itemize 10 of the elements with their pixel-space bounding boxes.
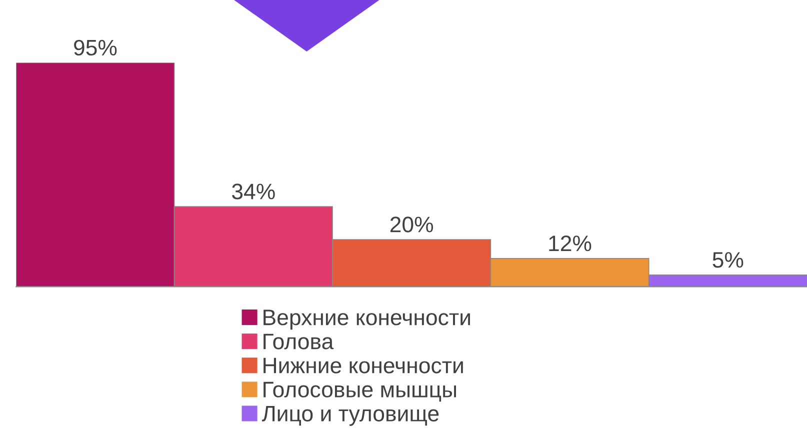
data-label: 20% [390,216,434,232]
legend-label: Нижние конечности [264,358,463,374]
data-label: 5% [712,252,744,268]
legend-label: Лицо и туловище [262,406,439,426]
legend-label: Верхние конечности [264,310,470,330]
data-label: 12% [549,236,592,252]
data-label: 95% [74,40,117,56]
data-label: 34% [232,184,275,200]
legend-label: Голова [264,334,334,350]
legend-label: Голосовые мышцы [264,382,456,402]
